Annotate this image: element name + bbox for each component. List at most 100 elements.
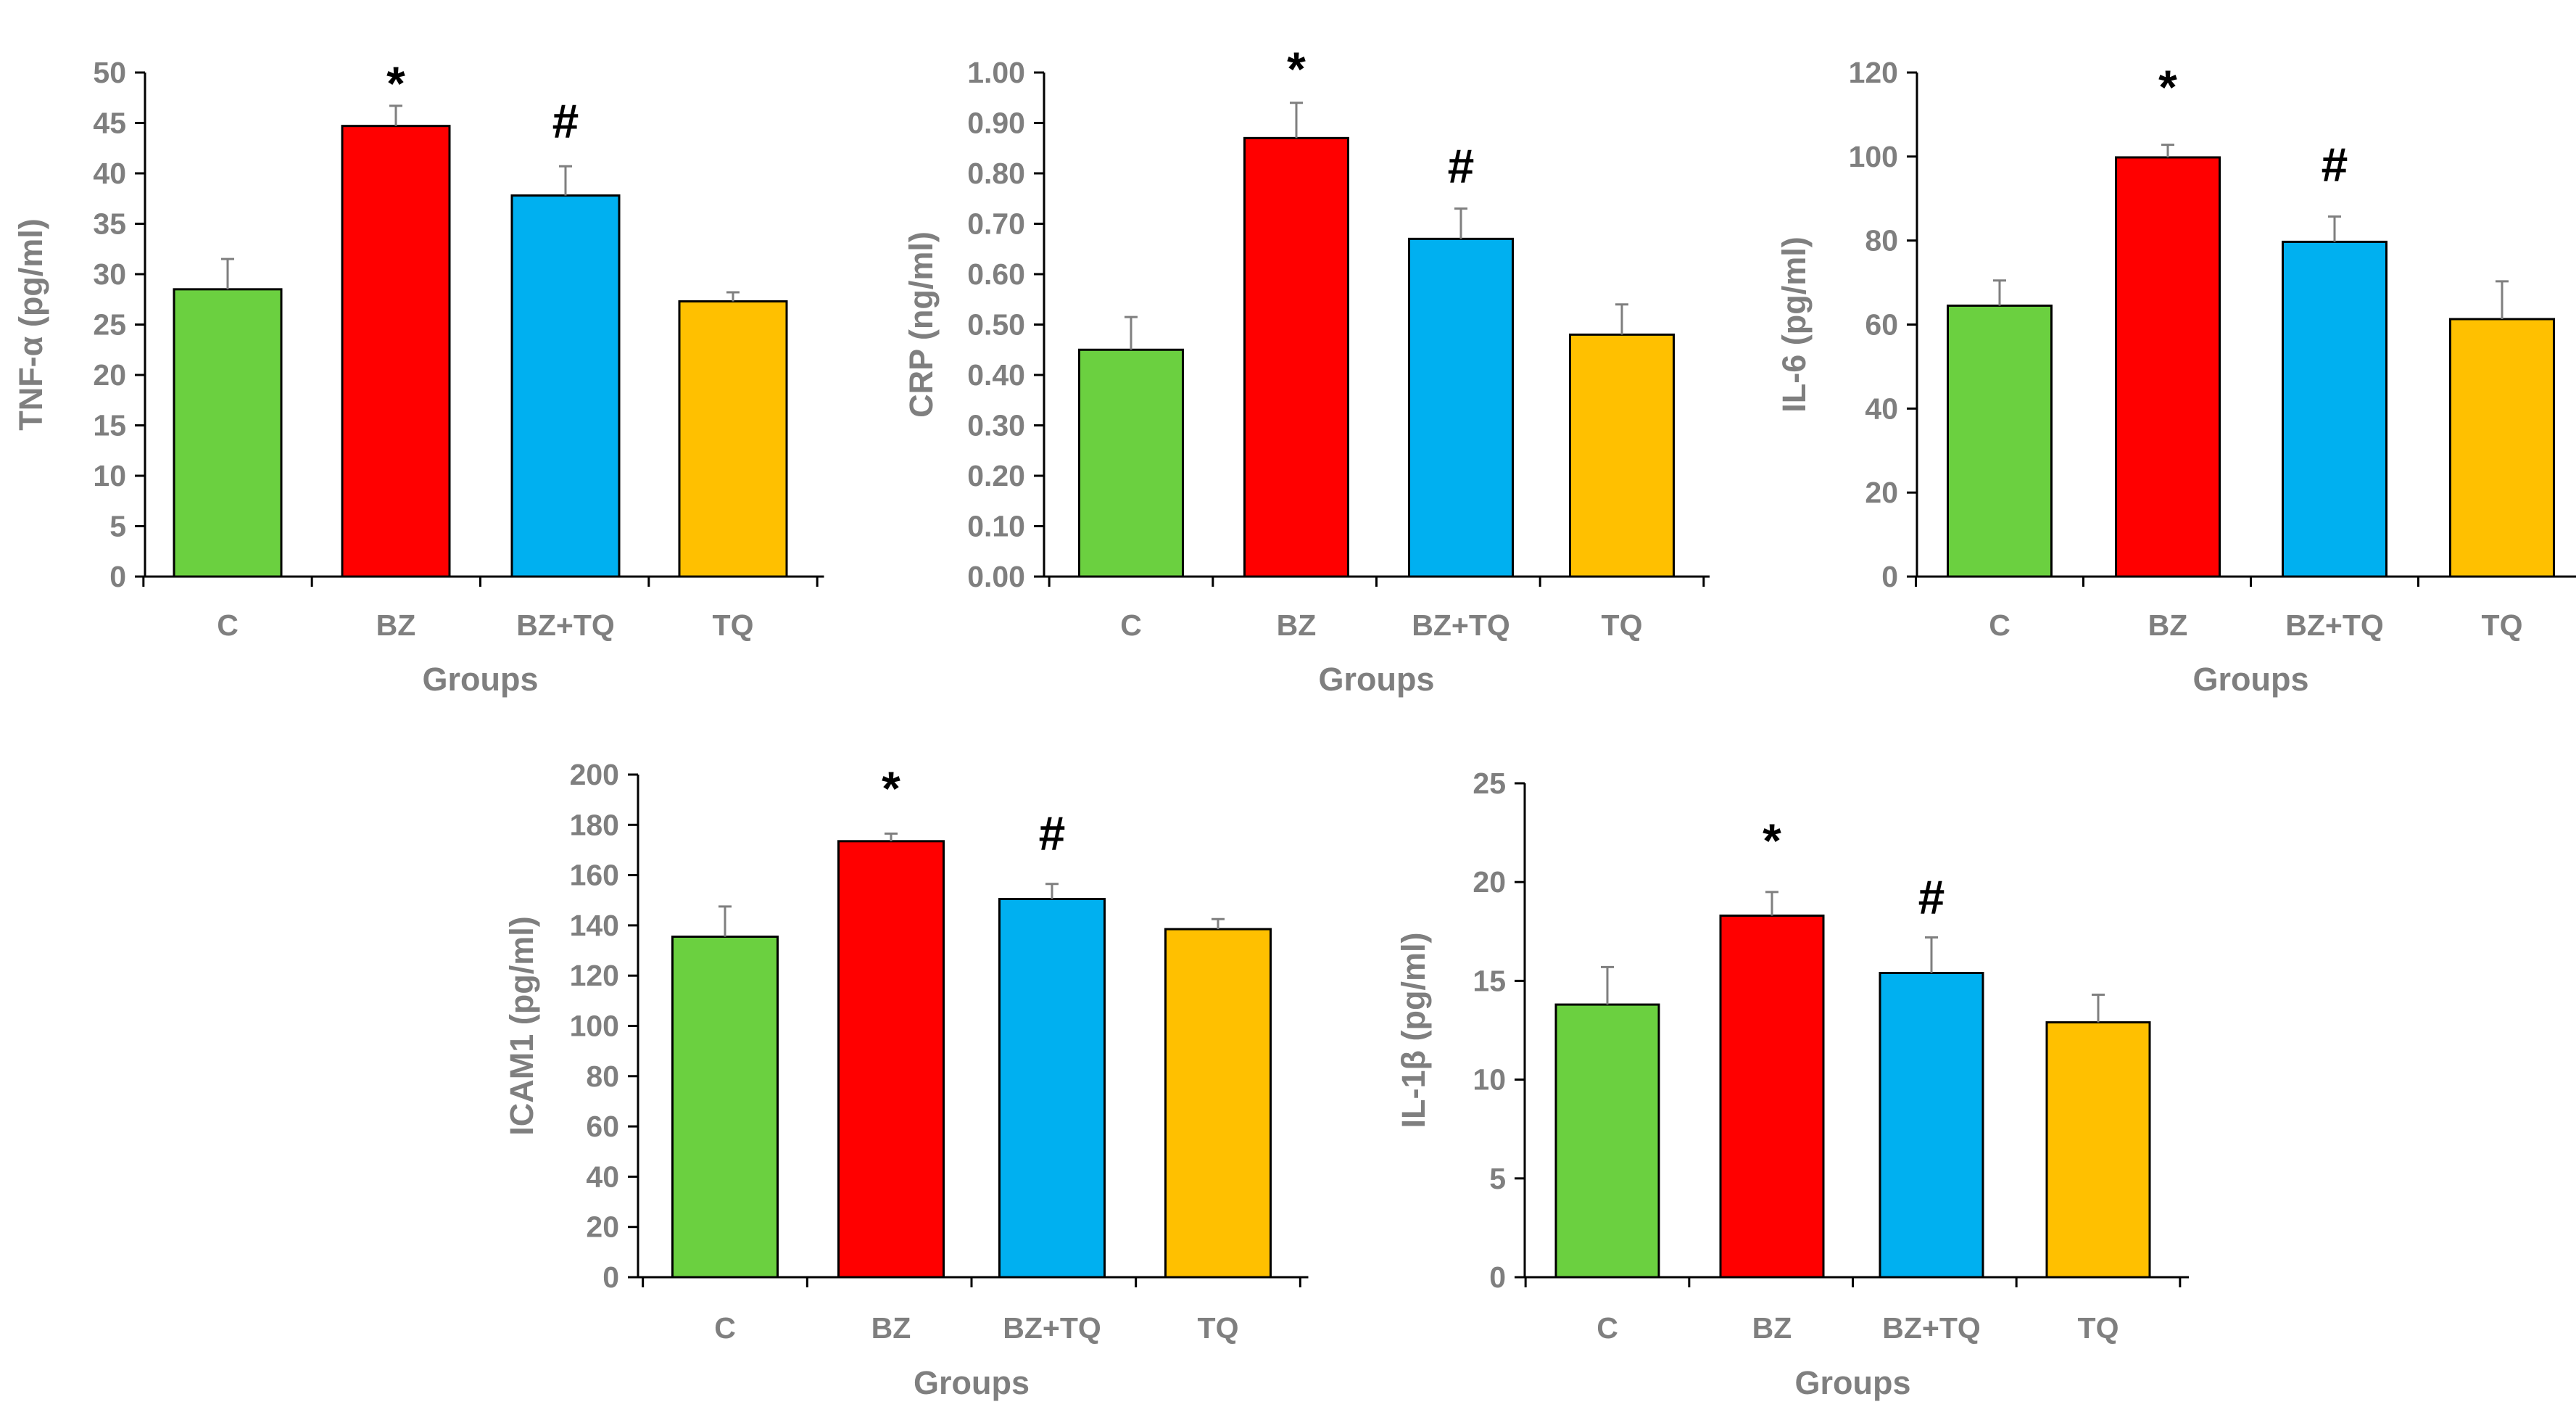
y-tick-label: 40 — [586, 1160, 619, 1193]
y-tick-label: 15 — [1473, 964, 1506, 997]
significance-marker: # — [1448, 139, 1475, 193]
y-tick-label: 0.80 — [967, 157, 1025, 190]
y-tick-label: 0 — [1881, 560, 1898, 593]
x-tick-label: TQ — [2482, 609, 2523, 642]
x-tick-label: C — [1596, 1311, 1618, 1345]
y-tick-label: 0.10 — [967, 510, 1025, 543]
x-tick-label: BZ — [376, 609, 416, 642]
y-tick-label: 0.60 — [967, 257, 1025, 291]
chart-panel-2: C BZ * BZ+TQ # TQ 0.00 0.10 0.20 0.30 0.40 0.50 0.60… — [903, 42, 1710, 698]
y-tick-label: 100 — [1849, 140, 1898, 173]
x-tick-label: C — [1120, 609, 1142, 642]
bar-bz — [1243, 136, 1349, 578]
bar-bz-tq — [998, 898, 1106, 1279]
y-tick-label: 60 — [586, 1110, 619, 1143]
x-axis-title: Groups — [2192, 661, 2308, 698]
x-tick-label: TQ — [713, 609, 754, 642]
y-tick-label: 0.40 — [967, 358, 1025, 392]
y-tick-label: 0.50 — [967, 308, 1025, 342]
y-tick-label: 0 — [602, 1261, 619, 1294]
x-axis-title: Groups — [1318, 661, 1434, 698]
y-tick-label: 20 — [586, 1210, 619, 1244]
y-axis-title: IL-6 (pg/ml) — [1776, 236, 1813, 412]
bar-c — [173, 288, 283, 578]
bar-c — [671, 935, 779, 1279]
y-tick-label: 60 — [1865, 308, 1898, 342]
x-tick-label: BZ — [1277, 609, 1317, 642]
bar-c — [1554, 1003, 1660, 1279]
y-tick-label: 1.00 — [967, 56, 1025, 89]
y-tick-label: 50 — [93, 56, 126, 89]
x-axis-title: Groups — [422, 661, 538, 698]
x-tick-label: BZ — [871, 1311, 911, 1345]
bar-bz — [1719, 915, 1825, 1279]
x-tick-label: BZ+TQ — [1882, 1311, 1981, 1345]
x-axis-title: Groups — [1794, 1364, 1910, 1401]
chart-panel-4: C BZ * BZ+TQ # TQ 0 20 40 60 80 100 120 140 160 180 200 I… — [503, 758, 1309, 1401]
significance-marker: * — [1287, 42, 1306, 96]
bar-bz-tq — [1879, 972, 1984, 1279]
bar-tq — [1164, 928, 1272, 1279]
significance-marker: # — [1039, 806, 1066, 860]
bar-bz-tq — [510, 194, 621, 578]
y-tick-label: 160 — [570, 859, 619, 892]
x-tick-label: TQ — [1602, 609, 1643, 642]
significance-marker: # — [2322, 138, 2348, 191]
x-tick-label: C — [714, 1311, 736, 1345]
x-tick-label: BZ+TQ — [1003, 1311, 1101, 1345]
y-axis-title: IL-1β (pg/ml) — [1395, 933, 1432, 1129]
significance-marker: * — [882, 762, 900, 815]
y-axis-title: ICAM1 (pg/ml) — [503, 916, 540, 1135]
y-tick-label: 80 — [1865, 224, 1898, 257]
bar-tq — [1569, 333, 1675, 578]
y-tick-label: 200 — [570, 758, 619, 791]
y-tick-label: 100 — [570, 1010, 619, 1043]
x-tick-label: TQ — [2078, 1311, 2119, 1345]
y-tick-label: 120 — [570, 959, 619, 992]
bar-bz-tq — [1408, 237, 1514, 578]
chart-panel-3: C BZ * BZ+TQ # TQ 0 20 40 60 80 100 120 IL-6 (pg/ml) G… — [1776, 56, 2576, 698]
y-tick-label: 15 — [93, 409, 126, 442]
y-tick-label: 40 — [1865, 392, 1898, 425]
x-axis-title: Groups — [914, 1364, 1030, 1401]
y-axis-title: CRP (ng/ml) — [903, 231, 940, 418]
y-tick-label: 10 — [93, 459, 126, 492]
x-tick-label: BZ+TQ — [516, 609, 615, 642]
y-tick-label: 0.70 — [967, 207, 1025, 241]
x-tick-label: C — [1989, 609, 2010, 642]
y-tick-label: 0 — [1489, 1261, 1506, 1294]
bar-tq — [2045, 1021, 2151, 1279]
y-tick-label: 45 — [93, 107, 126, 140]
bar-bz — [837, 840, 945, 1279]
y-tick-label: 140 — [570, 909, 619, 942]
y-tick-label: 5 — [1489, 1162, 1506, 1195]
bar-tq — [2449, 318, 2555, 578]
y-tick-label: 0 — [109, 560, 126, 593]
y-tick-label: 20 — [93, 358, 126, 392]
y-tick-label: 0.90 — [967, 107, 1025, 140]
significance-marker: # — [1918, 870, 1945, 924]
x-tick-label: TQ — [1198, 1311, 1239, 1345]
y-tick-label: 80 — [586, 1060, 619, 1093]
significance-marker: * — [386, 57, 405, 110]
bar-bz — [341, 125, 451, 578]
y-tick-label: 20 — [1865, 476, 1898, 509]
y-tick-label: 120 — [1849, 56, 1898, 89]
bar-c — [1947, 304, 2053, 578]
x-tick-label: C — [217, 609, 239, 642]
y-tick-label: 30 — [93, 257, 126, 291]
chart-panel-5: C BZ * BZ+TQ # TQ 0 5 10 15 20 25 IL-1β (pg/ml) Group… — [1395, 767, 2189, 1401]
y-tick-label: 0.30 — [967, 409, 1025, 442]
significance-marker: * — [2158, 60, 2177, 114]
y-tick-label: 180 — [570, 808, 619, 841]
bar-tq — [678, 300, 788, 578]
bar-bz — [2115, 156, 2221, 578]
significance-marker: * — [1763, 814, 1781, 867]
chart-panel-1: C BZ * BZ+TQ # TQ 0 5 10 15 20 25 30 35 40 45 50 TNF-α (p… — [12, 56, 824, 698]
bar-c — [1078, 348, 1184, 578]
x-tick-label: BZ — [2148, 609, 2188, 642]
y-tick-label: 10 — [1473, 1063, 1506, 1097]
y-tick-label: 5 — [109, 510, 126, 543]
x-tick-label: BZ — [1752, 1311, 1792, 1345]
